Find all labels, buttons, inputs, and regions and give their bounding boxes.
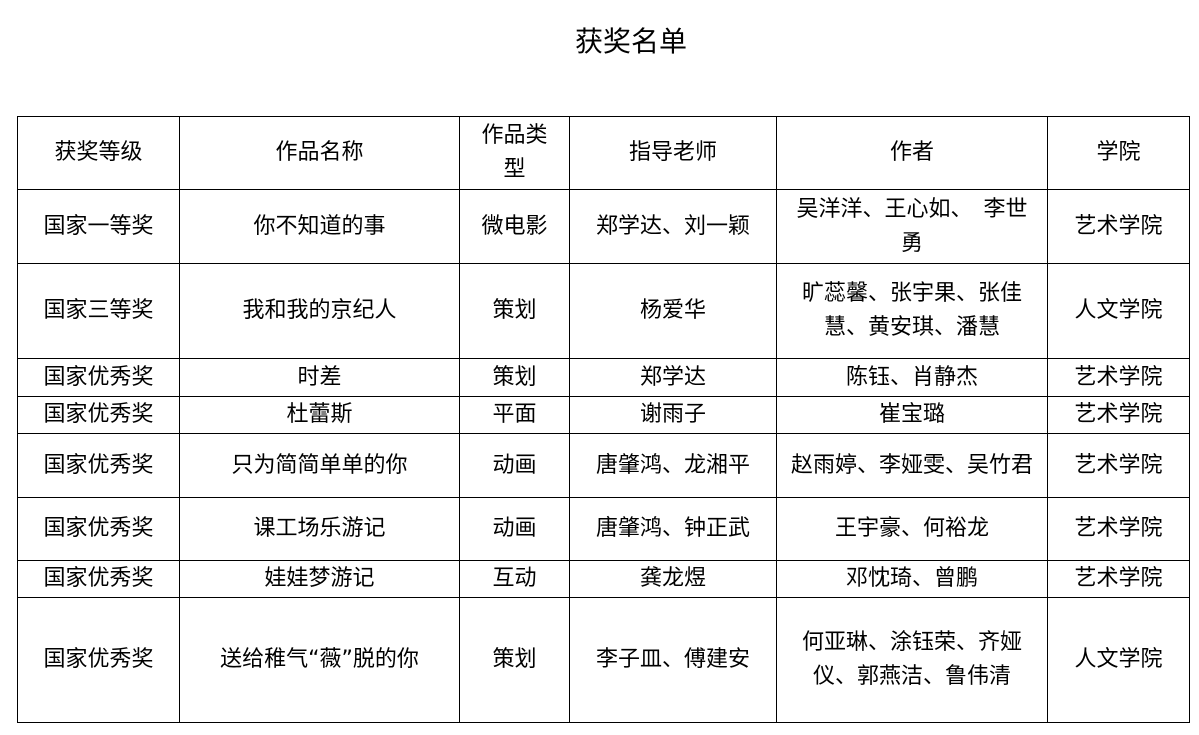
header-award-level: 获奖等级 bbox=[17, 116, 180, 190]
cell-award-level: 国家优秀奖 bbox=[17, 497, 180, 561]
cell-advisor: 谢雨子 bbox=[569, 396, 777, 434]
cell-advisor: 唐肇鸿、钟正武 bbox=[569, 497, 777, 561]
cell-award-level: 国家一等奖 bbox=[17, 189, 180, 264]
table-row: 国家优秀奖 课工场乐游记 动画 唐肇鸿、钟正武 王宇豪、何裕龙 艺术学院 bbox=[17, 497, 1190, 561]
cell-advisor: 李子皿、傅建安 bbox=[569, 597, 777, 723]
cell-authors: 吴洋洋、王心如、 李世勇 bbox=[776, 189, 1048, 264]
cell-work-type: 策划 bbox=[459, 358, 570, 397]
cell-work-name: 送给稚气“薇”脱的你 bbox=[179, 597, 460, 723]
header-college: 学院 bbox=[1047, 116, 1190, 190]
cell-work-name: 杜蕾斯 bbox=[179, 396, 460, 434]
cell-advisor: 龚龙煜 bbox=[569, 560, 777, 598]
table-row: 国家三等奖 我和我的京纪人 策划 杨爱华 旷蕊馨、张宇果、张佳慧、黄安琪、潘慧 人文学院 bbox=[17, 263, 1190, 359]
cell-work-type: 策划 bbox=[459, 263, 570, 359]
cell-authors: 陈钰、肖静杰 bbox=[776, 358, 1048, 397]
page-title: 获奖名单 bbox=[574, 25, 687, 58]
cell-award-level: 国家三等奖 bbox=[17, 263, 180, 359]
cell-authors: 崔宝璐 bbox=[776, 396, 1048, 434]
table-row: 国家优秀奖 娃娃梦游记 互动 龚龙煜 邓忱琦、曾鹏 艺术学院 bbox=[17, 560, 1190, 598]
cell-work-type: 动画 bbox=[459, 497, 570, 561]
header-advisor: 指导老师 bbox=[569, 116, 777, 190]
table-row: 国家优秀奖 送给稚气“薇”脱的你 策划 李子皿、傅建安 何亚琳、涂钰荣、齐娅仪、郭燕洁、… bbox=[17, 597, 1190, 723]
header-row: 获奖等级 作品名称 作品类型 指导老师 作者 学院 bbox=[17, 116, 1190, 190]
cell-advisor: 郑学达 bbox=[569, 358, 777, 397]
cell-college: 艺术学院 bbox=[1047, 189, 1190, 264]
cell-work-type: 平面 bbox=[459, 396, 570, 434]
cell-work-type: 策划 bbox=[459, 597, 570, 723]
cell-advisor: 郑学达、刘一颖 bbox=[569, 189, 777, 264]
header-work-name: 作品名称 bbox=[179, 116, 460, 190]
table-row: 国家优秀奖 只为简简单单的你 动画 唐肇鸿、龙湘平 赵雨婷、李娅雯、吴竹君 艺术学院 bbox=[17, 433, 1190, 498]
award-table: 获奖等级 作品名称 作品类型 指导老师 作者 学院 国家一等奖 你不知道的事 微电影… bbox=[17, 116, 1190, 723]
header-work-type: 作品类型 bbox=[459, 116, 570, 190]
cell-work-name: 课工场乐游记 bbox=[179, 497, 460, 561]
cell-work-name: 我和我的京纪人 bbox=[179, 263, 460, 359]
cell-authors: 赵雨婷、李娅雯、吴竹君 bbox=[776, 433, 1048, 498]
table-row: 国家一等奖 你不知道的事 微电影 郑学达、刘一颖 吴洋洋、王心如、 李世勇 艺术学院 bbox=[17, 189, 1190, 264]
cell-advisor: 杨爱华 bbox=[569, 263, 777, 359]
cell-work-name: 娃娃梦游记 bbox=[179, 560, 460, 598]
cell-work-name: 时差 bbox=[179, 358, 460, 397]
cell-college: 艺术学院 bbox=[1047, 433, 1190, 498]
table-row: 国家优秀奖 杜蕾斯 平面 谢雨子 崔宝璐 艺术学院 bbox=[17, 396, 1190, 434]
cell-work-name: 你不知道的事 bbox=[179, 189, 460, 264]
cell-award-level: 国家优秀奖 bbox=[17, 433, 180, 498]
cell-award-level: 国家优秀奖 bbox=[17, 597, 180, 723]
table-row: 国家优秀奖 时差 策划 郑学达 陈钰、肖静杰 艺术学院 bbox=[17, 358, 1190, 397]
cell-authors: 邓忱琦、曾鹏 bbox=[776, 560, 1048, 598]
cell-college: 人文学院 bbox=[1047, 597, 1190, 723]
cell-authors: 何亚琳、涂钰荣、齐娅仪、郭燕洁、鲁伟清 bbox=[776, 597, 1048, 723]
cell-college: 艺术学院 bbox=[1047, 560, 1190, 598]
cell-award-level: 国家优秀奖 bbox=[17, 396, 180, 434]
cell-authors: 旷蕊馨、张宇果、张佳慧、黄安琪、潘慧 bbox=[776, 263, 1048, 359]
cell-authors: 王宇豪、何裕龙 bbox=[776, 497, 1048, 561]
cell-work-type: 互动 bbox=[459, 560, 570, 598]
cell-work-type: 动画 bbox=[459, 433, 570, 498]
cell-college: 人文学院 bbox=[1047, 263, 1190, 359]
cell-work-type: 微电影 bbox=[459, 189, 570, 264]
cell-advisor: 唐肇鸿、龙湘平 bbox=[569, 433, 777, 498]
cell-award-level: 国家优秀奖 bbox=[17, 560, 180, 598]
cell-college: 艺术学院 bbox=[1047, 358, 1190, 397]
cell-college: 艺术学院 bbox=[1047, 497, 1190, 561]
cell-work-name: 只为简简单单的你 bbox=[179, 433, 460, 498]
cell-college: 艺术学院 bbox=[1047, 396, 1190, 434]
header-authors: 作者 bbox=[776, 116, 1048, 190]
cell-award-level: 国家优秀奖 bbox=[17, 358, 180, 397]
